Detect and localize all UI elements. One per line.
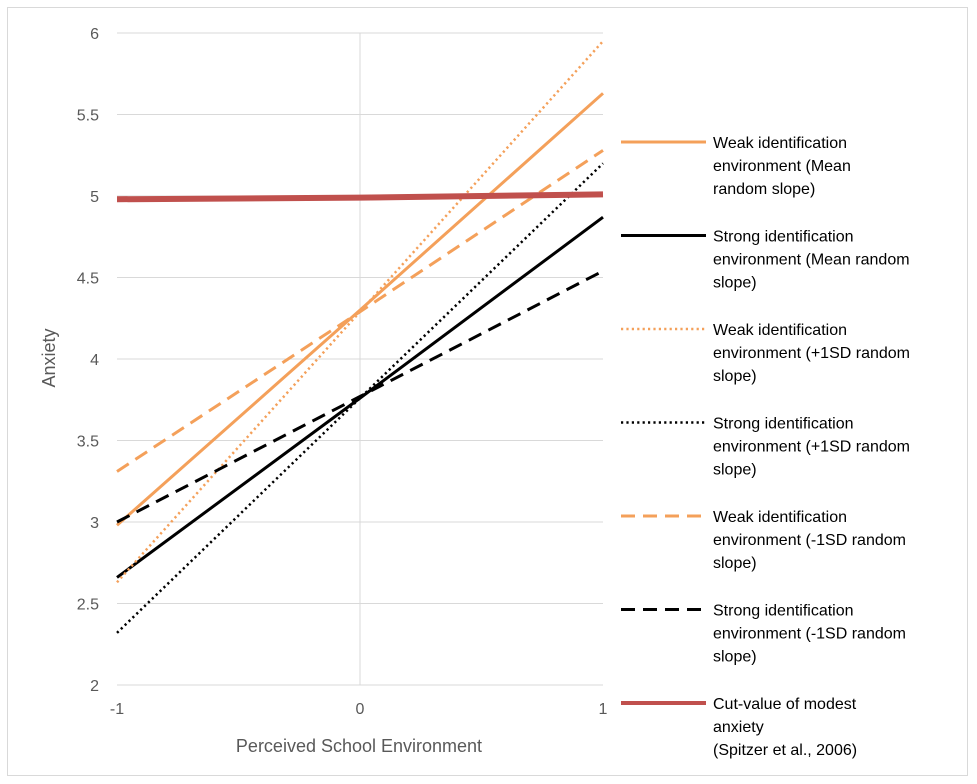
series-line-4 xyxy=(116,162,604,634)
series-lines xyxy=(116,40,604,634)
y-axis-ticks: 2 2.5 3 3.5 4 4.5 5 5.5 6 xyxy=(77,26,99,695)
legend-label-line: environment (+1SD random xyxy=(713,345,910,362)
y-tick-label: 3.5 xyxy=(77,434,99,451)
y-axis-title: Anxiety xyxy=(39,328,59,387)
legend-entry: Strong identification environment (+1SD r… xyxy=(621,416,910,479)
y-tick-label: 5 xyxy=(90,189,99,206)
y-tick-label: 6 xyxy=(90,26,99,43)
legend-label-line: environment (-1SD random xyxy=(713,532,906,549)
legend: Weak identification environment (Mean rand… xyxy=(621,135,910,759)
legend-entry: Strong identification environment (Mean r… xyxy=(621,229,910,292)
legend-label-line: Strong identification xyxy=(713,603,854,620)
series-line-5 xyxy=(116,149,604,473)
legend-label-line: Weak identification xyxy=(713,509,847,526)
x-tick-label: 0 xyxy=(356,701,365,718)
y-tick-label: 4.5 xyxy=(77,271,99,288)
legend-label-line: Weak identification xyxy=(713,322,847,339)
legend-label-line: environment (-1SD random xyxy=(713,626,906,643)
legend-entry: Strong identification environment (-1SD r… xyxy=(621,603,906,666)
legend-label-line: environment (Mean random xyxy=(713,252,910,269)
legend-entry: Weak identification environment (Mean rand… xyxy=(621,135,851,198)
y-tick-label: 3 xyxy=(90,515,99,532)
chart-frame xyxy=(7,7,968,776)
x-tick-label: -1 xyxy=(110,701,124,718)
legend-label-line: slope) xyxy=(713,275,757,292)
legend-entry: Weak identification environment (+1SD ran… xyxy=(621,322,910,385)
y-tick-label: 4 xyxy=(90,352,99,369)
legend-label-line: anxiety xyxy=(713,719,764,736)
legend-label-line: Weak identification xyxy=(713,135,847,152)
y-tick-label: 2 xyxy=(90,678,99,695)
x-tick-label: 1 xyxy=(599,701,608,718)
legend-entry: Weak identification environment (-1SD ran… xyxy=(621,509,906,572)
legend-label-line: random slope) xyxy=(713,181,815,198)
series-line-7 xyxy=(116,191,604,203)
legend-label-line: Strong identification xyxy=(713,229,854,246)
gridlines xyxy=(117,32,603,686)
legend-label-line: environment (Mean xyxy=(713,158,851,175)
x-axis-title: Perceived School Environment xyxy=(236,736,482,756)
legend-label-line: slope) xyxy=(713,555,757,572)
legend-label-line: slope) xyxy=(713,462,757,479)
x-axis-ticks: -1 0 1 xyxy=(110,701,608,718)
series-line-6 xyxy=(116,269,604,524)
legend-label-line: environment (+1SD random xyxy=(713,439,910,456)
legend-entry: Cut-value of modest anxiety (Spitzer et al… xyxy=(621,696,857,759)
y-tick-label: 2.5 xyxy=(77,597,99,614)
legend-label-line: slope) xyxy=(713,368,757,385)
legend-label-line: slope) xyxy=(713,649,757,666)
legend-label-line: Cut-value of modest xyxy=(713,696,857,713)
y-tick-label: 5.5 xyxy=(77,108,99,125)
legend-label-line: Strong identification xyxy=(713,416,854,433)
legend-label-line: (Spitzer et al., 2006) xyxy=(713,742,857,759)
